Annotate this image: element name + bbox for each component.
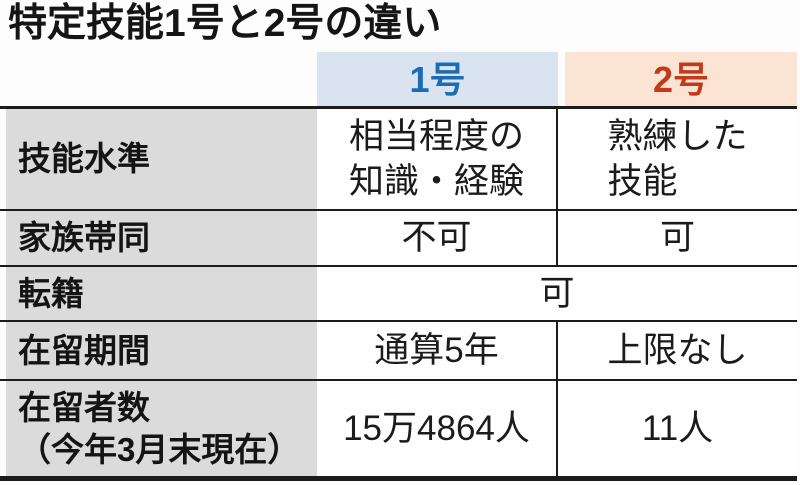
- cell-text: 11人: [641, 408, 714, 448]
- table-row-residents: 在留者数 （今年3月末現在） 15万4864人 11人: [0, 381, 797, 476]
- cell-text: 可: [539, 273, 575, 313]
- cell-text: 相当程度の 知識・経験: [348, 116, 524, 202]
- cell-type1-stay-period: 通算5年: [317, 322, 558, 379]
- cell-text: 不可: [401, 218, 472, 258]
- comparison-table: 技能水準 相当程度の 知識・経験 熟練した 技能 家族帯同 不可 可: [0, 106, 797, 481]
- row-label-stay-period: 在留期間: [0, 322, 317, 379]
- row-label-residents: 在留者数 （今年3月末現在）: [0, 381, 317, 476]
- table-header-row: 1号 2号: [0, 52, 797, 106]
- cell-text: 上限なし: [607, 330, 748, 370]
- cell-type2-family: 可: [558, 211, 797, 265]
- cell-text: 15万4864人: [343, 408, 530, 448]
- cell-text: 通算5年: [374, 330, 499, 370]
- table-row-stay-period: 在留期間 通算5年 上限なし: [0, 322, 797, 381]
- cell-type2-stay-period: 上限なし: [558, 322, 797, 379]
- cell-type1-residents: 15万4864人: [317, 381, 558, 476]
- table-row-family: 家族帯同 不可 可: [0, 211, 797, 267]
- column-header-type2: 2号: [565, 52, 797, 106]
- row-label-family: 家族帯同: [0, 211, 317, 265]
- cell-merged-transfer: 可: [317, 267, 797, 320]
- cell-type1-family: 不可: [317, 211, 558, 265]
- row-values: 不可 可: [317, 211, 797, 265]
- table-row-skill-level: 技能水準 相当程度の 知識・経験 熟練した 技能: [0, 109, 797, 211]
- column-header-type1: 1号: [317, 52, 558, 106]
- row-label-skill-level: 技能水準: [0, 109, 317, 209]
- cell-type1-skill-level: 相当程度の 知識・経験: [317, 109, 558, 209]
- page-title: 特定技能1号と2号の違い: [8, 2, 442, 45]
- cell-text: 熟練した 技能: [607, 116, 748, 202]
- row-values: 可: [317, 267, 797, 320]
- row-values: 15万4864人 11人: [317, 381, 797, 476]
- cell-type2-residents: 11人: [558, 381, 797, 476]
- row-values: 相当程度の 知識・経験 熟練した 技能: [317, 109, 797, 209]
- cell-text: 可: [659, 218, 695, 258]
- row-label-transfer: 転籍: [0, 267, 317, 320]
- cell-type2-skill-level: 熟練した 技能: [558, 109, 797, 209]
- row-values: 通算5年 上限なし: [317, 322, 797, 379]
- table-row-transfer: 転籍 可: [0, 267, 797, 322]
